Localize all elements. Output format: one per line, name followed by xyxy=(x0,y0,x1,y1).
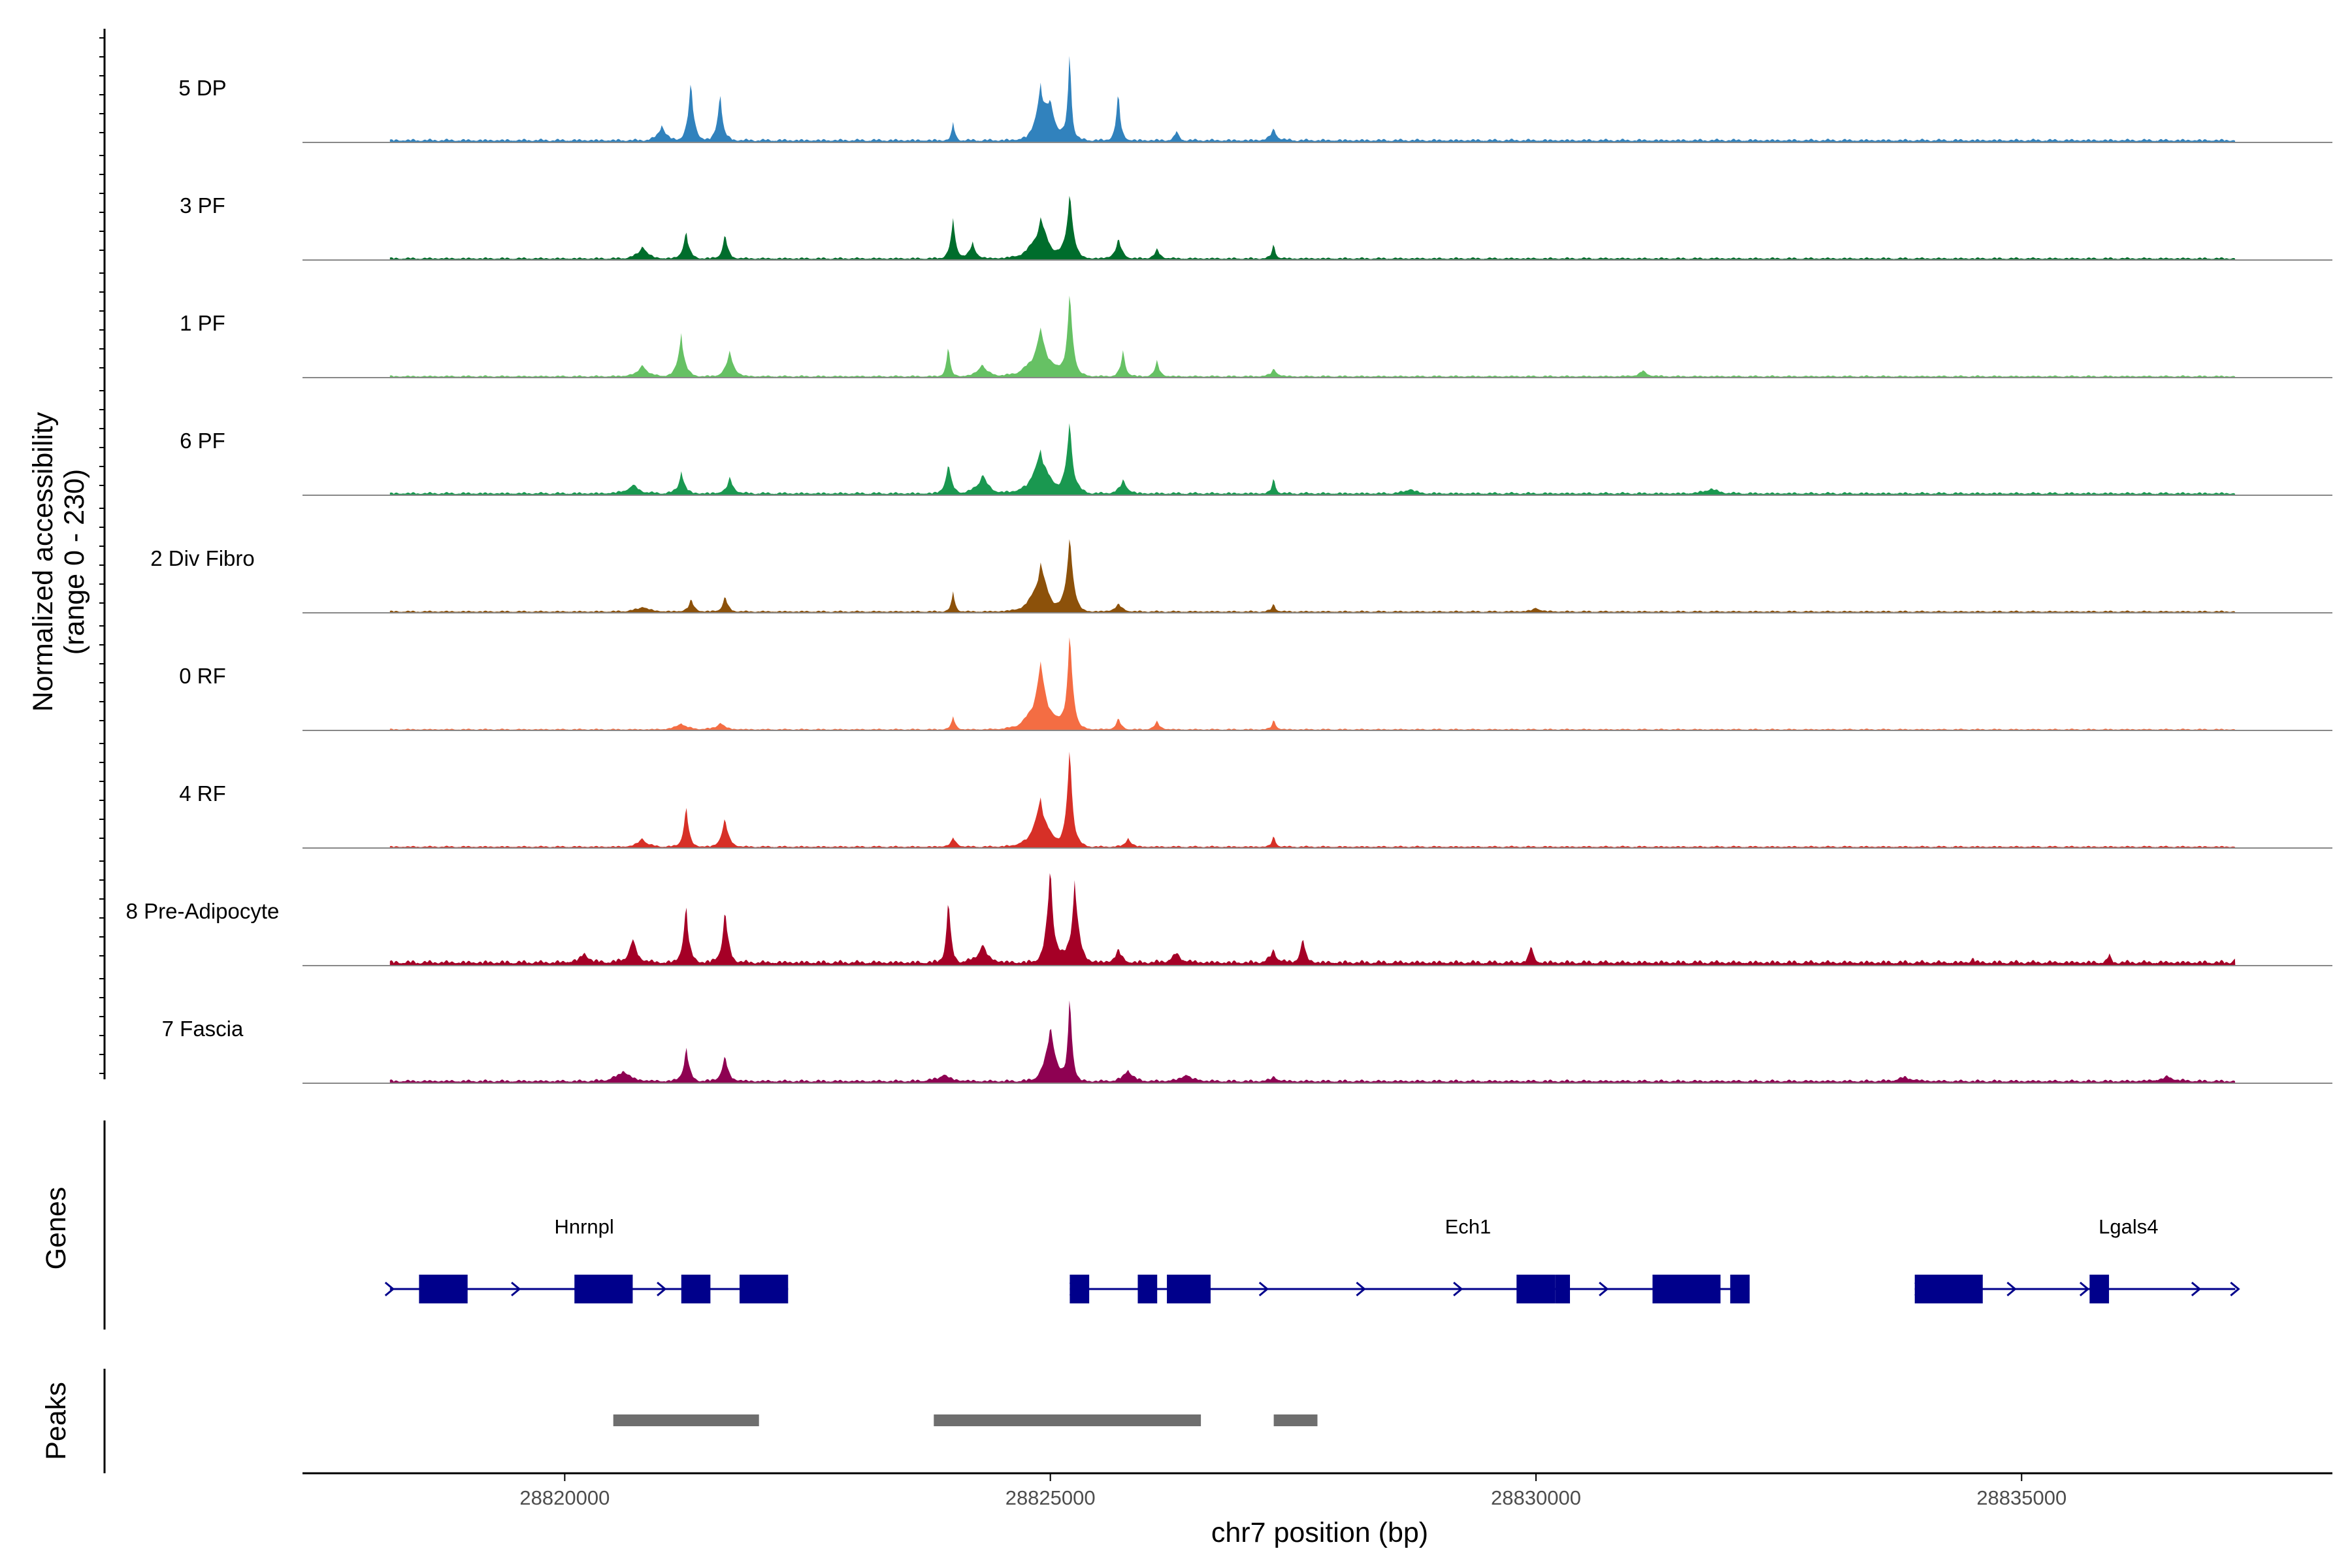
coverage-area xyxy=(389,56,2236,142)
y-axis-title-line1: Normalized accessibility xyxy=(27,412,59,711)
track-0-rf: 0 RF xyxy=(179,637,2332,731)
track-5-dp: 5 DP xyxy=(178,56,2332,143)
gene-exon xyxy=(2089,1275,2110,1303)
strand-arrow-icon xyxy=(1914,1281,1925,1297)
genes-track: Genes Hnrnpl Ech1 Lgals4 xyxy=(41,1120,2240,1330)
coverage-area xyxy=(389,295,2236,378)
x-axis: chr7 position (bp) 28820000 28825000 28830… xyxy=(302,1472,2332,1548)
track-label: 6 PF xyxy=(180,429,225,453)
coverage-area xyxy=(389,539,2236,613)
gene-label: Hnrnpl xyxy=(554,1215,613,1238)
peak-interval xyxy=(613,1414,759,1426)
track-3-pf: 3 PF xyxy=(180,193,2332,261)
coverage-area xyxy=(389,751,2236,848)
peak-interval xyxy=(934,1414,1201,1426)
track-2-div-fibro: 2 Div Fibro xyxy=(150,539,2332,613)
strand-arrow-icon xyxy=(1186,1281,1196,1297)
strand-arrow-icon xyxy=(511,1281,521,1297)
strand-arrow-icon xyxy=(1356,1281,1366,1297)
track-1-pf: 1 PF xyxy=(180,295,2332,378)
coverage-area xyxy=(389,423,2236,495)
track-label: 7 Fascia xyxy=(162,1017,244,1041)
gene-exon xyxy=(419,1275,468,1303)
gene-exon xyxy=(681,1275,711,1303)
gene-exon xyxy=(1137,1275,1158,1303)
track-label: 4 RF xyxy=(179,781,226,806)
gene-exon xyxy=(739,1275,789,1303)
gene-exon xyxy=(574,1275,633,1303)
strand-arrow-icon xyxy=(657,1281,667,1297)
gene-lgals4: Lgals4 xyxy=(1914,1215,2240,1303)
y-axis-title-line2: (range 0 - 230) xyxy=(59,469,90,655)
strand-arrow-icon xyxy=(1258,1281,1269,1297)
gene-exon xyxy=(1914,1275,1983,1303)
track-6-pf: 6 PF xyxy=(180,423,2332,496)
gene-hnrnpl: Hnrnpl xyxy=(384,1215,789,1303)
x-tick-label: 28825000 xyxy=(1005,1486,1096,1509)
track-label: 1 PF xyxy=(180,311,225,335)
coverage-area xyxy=(389,1000,2236,1083)
x-tick-label: 28820000 xyxy=(519,1486,610,1509)
peaks-track: Peaks xyxy=(41,1369,1318,1473)
gene-exon xyxy=(1070,1275,1090,1303)
track-7-fascia: 7 Fascia xyxy=(162,1000,2332,1084)
strand-arrow-icon xyxy=(1453,1281,1463,1297)
track-label: 8 Pre-Adipocyte xyxy=(126,899,280,923)
peaks-track-title: Peaks xyxy=(41,1382,72,1460)
gene-exon xyxy=(1555,1275,1571,1303)
strand-arrow-icon xyxy=(2079,1281,2090,1297)
coverage-area xyxy=(389,873,2236,966)
peak-interval xyxy=(1273,1414,1318,1426)
strand-arrow-icon xyxy=(1069,1281,1080,1297)
gene-label: Ech1 xyxy=(1445,1215,1492,1238)
gene-exon xyxy=(1167,1275,1211,1303)
strand-arrow-icon xyxy=(384,1281,395,1297)
track-4-rf: 4 RF xyxy=(179,751,2332,849)
strand-arrow-icon xyxy=(1599,1281,1609,1297)
gene-exon xyxy=(1730,1275,1750,1303)
coverage-area xyxy=(389,637,2236,730)
strand-arrow-icon xyxy=(2191,1281,2202,1297)
track-label: 2 Div Fibro xyxy=(150,546,255,570)
gene-exon xyxy=(1652,1275,1721,1303)
track-8-pre-adipocyte: 8 Pre-Adipocyte xyxy=(126,873,2332,966)
x-tick-label: 28830000 xyxy=(1491,1486,1581,1509)
coverage-y-axis: Normalized accessibility (range 0 - 230) xyxy=(27,29,106,1079)
strand-arrow-icon xyxy=(2006,1281,2017,1297)
track-label: 3 PF xyxy=(180,193,225,218)
gene-label: Lgals4 xyxy=(2099,1215,2158,1238)
strand-arrow-icon xyxy=(2230,1281,2240,1297)
coverage-tracks: 5 DP 3 PF 1 PF 6 PF 2 Div Fibro 0 RF 4 RF 8 Pre… xyxy=(126,56,2332,1084)
track-label: 5 DP xyxy=(178,76,226,100)
x-tick-label: 28835000 xyxy=(1976,1486,2066,1509)
genes-track-title: Genes xyxy=(41,1187,72,1270)
gene-exon xyxy=(1516,1275,1556,1303)
track-label: 0 RF xyxy=(179,664,226,688)
coverage-area xyxy=(389,195,2236,260)
gene-ech1: Ech1 xyxy=(1069,1215,1750,1303)
x-axis-title: chr7 position (bp) xyxy=(1211,1517,1428,1548)
